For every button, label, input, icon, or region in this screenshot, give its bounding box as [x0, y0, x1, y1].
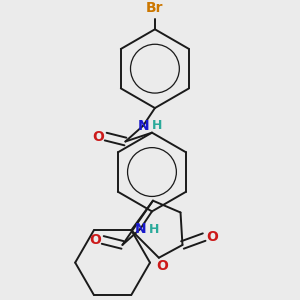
Text: Br: Br — [146, 1, 164, 15]
Text: H: H — [149, 223, 159, 236]
Text: O: O — [156, 259, 168, 273]
Text: N: N — [134, 222, 146, 236]
Text: O: O — [206, 230, 218, 244]
Text: O: O — [92, 130, 104, 144]
Text: N: N — [137, 119, 149, 133]
Text: H: H — [152, 119, 162, 132]
Text: O: O — [89, 233, 101, 247]
